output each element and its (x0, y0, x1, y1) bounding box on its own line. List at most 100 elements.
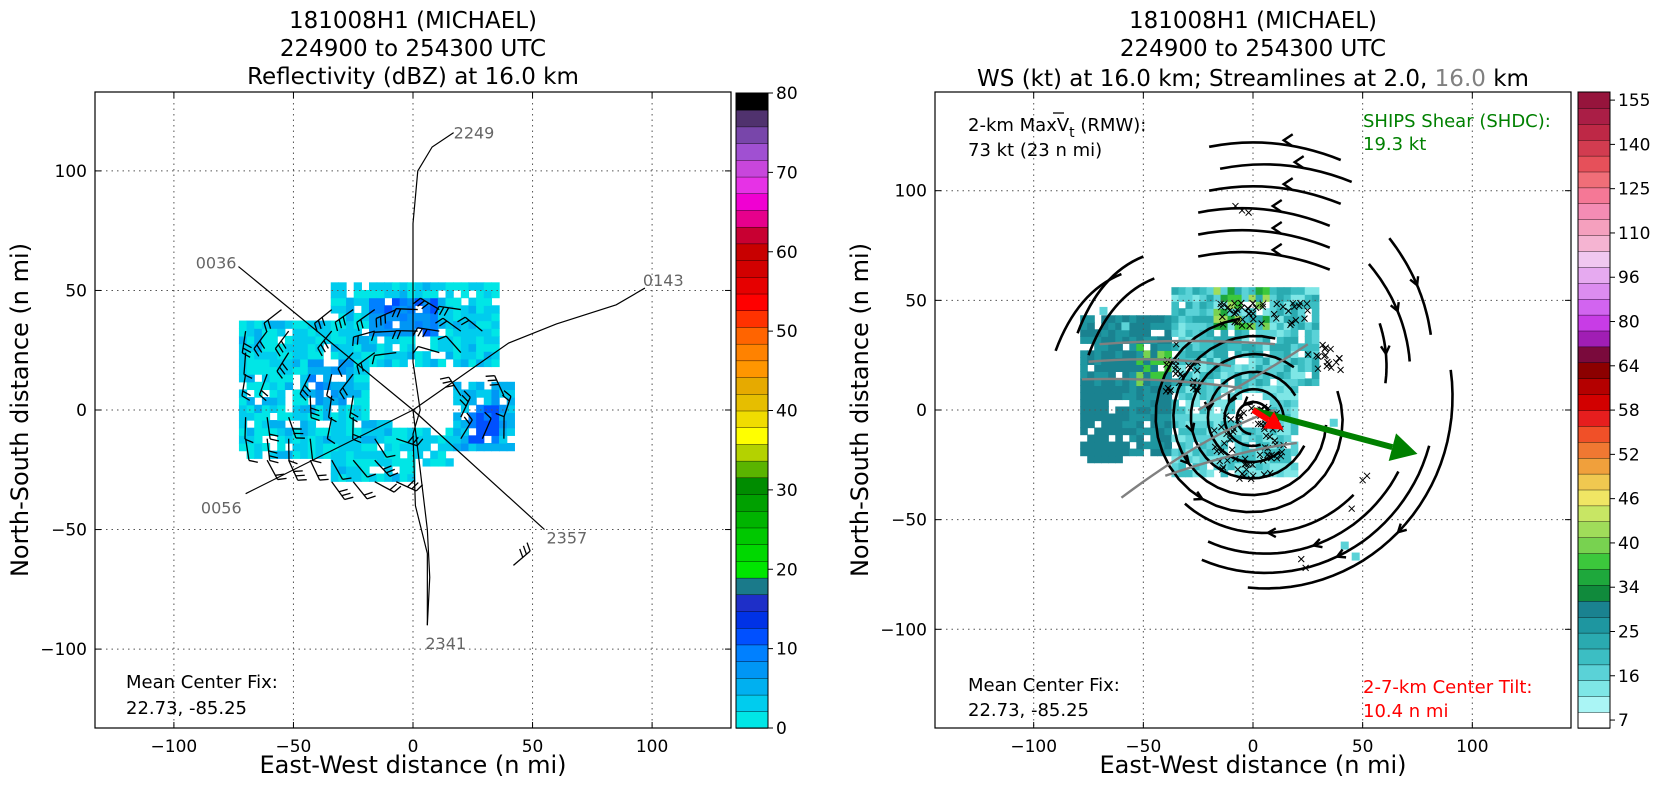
missing-data-mark (1322, 351, 1329, 359)
reflectivity-cell (468, 282, 477, 291)
wind-speed-cell (1185, 434, 1194, 443)
wind-barb-flag (334, 322, 339, 332)
reflectivity-cell (391, 335, 401, 345)
cb1-swatch (735, 711, 769, 729)
wind-speed-cell (1136, 378, 1144, 387)
missing-data-mark (1193, 366, 1201, 374)
wind-speed-cell (1185, 469, 1194, 478)
wind-speed-cell (1101, 385, 1109, 394)
reflectivity-cell (353, 351, 362, 360)
wind-speed-cell (1129, 378, 1137, 387)
reflectivity-cell (284, 358, 294, 368)
reflectivity-cell (430, 343, 439, 352)
wind-speed-cell (1143, 406, 1151, 415)
wind-speed-cell (1094, 336, 1102, 344)
flight-track-label: 2341 (425, 634, 466, 653)
missing-data-mark (1314, 365, 1322, 373)
wind-speed-cell (1192, 329, 1201, 337)
wind-speed-cell (1206, 329, 1215, 337)
panel2-xtick-label: 0 (1248, 737, 1259, 757)
wind-speed-cell (1143, 378, 1151, 387)
wind-barb-staff (395, 308, 418, 311)
wind-speed-cell (1213, 427, 1222, 436)
wind-speed-cell (1157, 392, 1165, 401)
wind-speed-cell (1290, 357, 1299, 365)
reflectivity-cell (300, 335, 309, 345)
reflectivity-cell (445, 289, 454, 299)
reflectivity-cell (346, 404, 355, 413)
wind-barb-staff (448, 376, 462, 397)
wind-speed-cell (1248, 455, 1257, 464)
reflectivity-cell (346, 458, 355, 467)
wind-barb-flag (437, 335, 447, 340)
reflectivity-cell (483, 420, 493, 429)
missing-data-mark (1228, 446, 1236, 454)
reflectivity-cell (391, 328, 401, 337)
wind-speed-cell (1206, 315, 1215, 323)
reflectivity-cell (376, 343, 385, 352)
reflectivity-cell (254, 358, 263, 368)
wind-speed-cell (1129, 413, 1137, 422)
reflectivity-cell (499, 427, 508, 436)
wind-speed-cell (1206, 350, 1215, 358)
reflectivity-cell (361, 427, 370, 436)
wind-speed-cell (1164, 322, 1173, 330)
wind-speed-cell (1178, 420, 1187, 429)
reflectivity-cell (468, 297, 477, 306)
reflectivity-cell (460, 282, 470, 291)
reflectivity-cell (437, 282, 447, 291)
reflectivity-cell (499, 420, 508, 429)
wind-speed-cell (1115, 364, 1123, 373)
reflectivity-cell (338, 442, 347, 452)
reflectivity-cell (261, 351, 271, 360)
wind-speed-cell (1094, 406, 1102, 415)
wind-speed-cell (1255, 294, 1264, 302)
missing-data-mark (1289, 299, 1297, 307)
wind-barb-flag (312, 459, 322, 464)
reflectivity-cell (369, 320, 378, 329)
wind-speed-cell (1178, 427, 1187, 436)
wind-speed-cell (1248, 364, 1257, 373)
reflectivity-cell (330, 389, 340, 398)
reflectivity-cell (338, 297, 347, 306)
reflectivity-cell (277, 366, 286, 375)
reflectivity-cell (407, 328, 416, 337)
reflectivity-cell (346, 442, 355, 452)
streamline-lower-arrow (1185, 422, 1196, 434)
reflectivity-cell (292, 389, 301, 398)
wind-speed-cell (1080, 322, 1088, 330)
wind-speed-cell (1290, 287, 1299, 295)
missing-data-mark (1172, 340, 1180, 348)
reflectivity-cell (445, 320, 454, 329)
reflectivity-cell (315, 412, 324, 421)
reflectivity-cell (330, 289, 340, 299)
wind-barb-flag (276, 370, 283, 379)
wind-speed-cell (1101, 371, 1109, 380)
wind-speed-cell (1206, 322, 1215, 330)
reflectivity-cell (254, 335, 263, 345)
wind-speed-cell (1311, 378, 1320, 387)
wind-speed-cell (1185, 329, 1194, 337)
wind-speed-cell (1276, 301, 1285, 309)
wind-speed-cell (1241, 294, 1250, 302)
wind-speed-cell (1311, 357, 1320, 365)
reflectivity-cell (361, 450, 370, 459)
wind-speed-cell (1101, 322, 1109, 330)
wind-speed-cell (1276, 385, 1285, 394)
wind-speed-cell (1150, 364, 1158, 373)
reflectivity-cell (330, 397, 340, 406)
wind-speed-cell (1101, 343, 1109, 351)
wind-speed-cell (1164, 448, 1173, 457)
wind-barb-flag (367, 473, 377, 478)
wind-speed-cell (1311, 287, 1320, 295)
reflectivity-cell (437, 312, 447, 322)
wind-speed-cell (1192, 371, 1201, 380)
wind-speed-cell (1241, 434, 1250, 443)
wind-speed-cell (1220, 294, 1229, 302)
wind-speed-cell (1178, 455, 1187, 464)
wind-speed-cell (1290, 469, 1299, 478)
reflectivity-cell (483, 358, 493, 368)
wind-speed-cell (1178, 287, 1187, 295)
reflectivity-cell (476, 312, 485, 322)
reflectivity-cell (430, 328, 439, 337)
